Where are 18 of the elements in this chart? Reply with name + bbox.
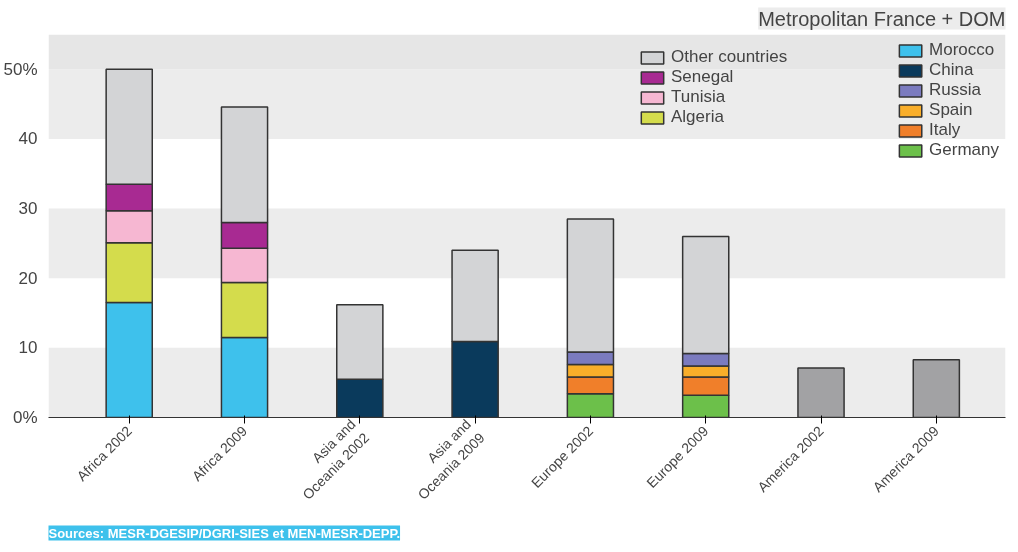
legend-label: China: [929, 60, 974, 80]
chart-title: Metropolitan France + DOM: [758, 7, 1006, 30]
legend-label: Italy: [929, 120, 961, 140]
legend-label: Algeria: [671, 107, 724, 127]
legend-label: Other countries: [671, 47, 788, 67]
y-tick-label: 20: [18, 268, 38, 288]
y-tick-label: 50%: [3, 59, 38, 79]
y-tick-label: 40: [18, 129, 38, 149]
source-note: Sources: MESR-DGESIP/DGRI-SIES et MEN-MESR-DEPP.: [48, 525, 401, 541]
legend-label: Germany: [929, 140, 999, 160]
y-tick-label: 30: [18, 199, 38, 219]
legend-label: Russia: [929, 80, 982, 100]
legend-label: Spain: [929, 100, 973, 120]
legend-label: Morocco: [929, 40, 995, 60]
legend-label: Tunisia: [671, 87, 726, 107]
y-tick-label: 10: [18, 338, 38, 358]
legend-label: Senegal: [671, 67, 734, 87]
y-tick-label: 0%: [12, 408, 38, 427]
